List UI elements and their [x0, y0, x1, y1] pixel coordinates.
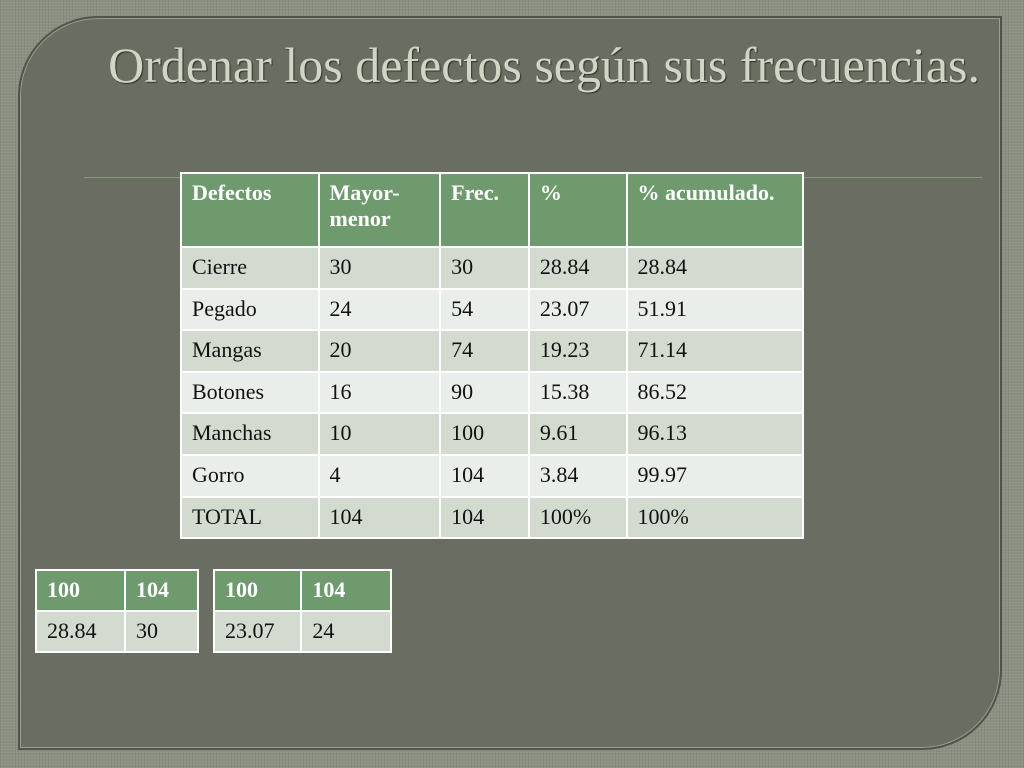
table-row: Manchas 10 100 9.61 96.13 — [180, 412, 805, 456]
table-row: 28.84 30 — [35, 610, 199, 653]
proportion-table-1: 100 104 28.84 30 — [35, 569, 199, 653]
table-row: Pegado 24 54 23.07 51.91 — [180, 287, 805, 332]
table-header-row: Defectos Mayor-menor Frec. % % acumulado… — [180, 172, 805, 248]
cell-percent-acumulado: 100% — [625, 495, 805, 540]
header-frec: Frec. — [439, 172, 530, 248]
cell-percent: 9.61 — [527, 412, 628, 456]
table-row: Mangas 20 74 19.23 71.14 — [180, 329, 805, 373]
cell-percent-acumulado: 99.97 — [625, 453, 805, 498]
cell-mayor-menor: 30 — [317, 246, 442, 290]
table-cell: 30 — [124, 610, 199, 653]
cell-percent-acumulado: 28.84 — [625, 246, 805, 290]
cell-defecto: Botones — [180, 370, 320, 415]
header-cell: 100 — [212, 569, 303, 612]
header-percent-acumulado: % acumulado. — [625, 172, 805, 248]
cell-percent-acumulado: 51.91 — [625, 287, 805, 332]
cell-defecto: Pegado — [180, 287, 320, 332]
cell-percent: 28.84 — [527, 246, 628, 290]
cell-mayor-menor: 10 — [317, 412, 442, 456]
cell-frec: 104 — [439, 495, 530, 540]
table-row: Botones 16 90 15.38 86.52 — [180, 370, 805, 415]
header-mayor-menor: Mayor-menor — [317, 172, 442, 248]
slide-title: Ordenar los defectos según sus frecuenci… — [108, 37, 980, 93]
table-cell: 28.84 — [35, 610, 126, 653]
cell-defecto: Manchas — [180, 412, 320, 456]
cell-frec: 74 — [439, 329, 530, 373]
cell-frec: 100 — [439, 412, 530, 456]
cell-mayor-menor: 16 — [317, 370, 442, 415]
cell-percent: 3.84 — [527, 453, 628, 498]
cell-frec: 104 — [439, 453, 530, 498]
cell-percent: 19.23 — [527, 329, 628, 373]
cell-mayor-menor: 20 — [317, 329, 442, 373]
header-defectos: Defectos — [180, 172, 320, 248]
defects-frequency-table: Defectos Mayor-menor Frec. % % acumulado… — [180, 172, 805, 540]
table-cell: 24 — [300, 610, 392, 653]
cell-frec: 54 — [439, 287, 530, 332]
table-header-row: 100 104 — [35, 569, 199, 612]
cell-percent: 15.38 — [527, 370, 628, 415]
header-cell: 100 — [35, 569, 126, 612]
cell-mayor-menor: 24 — [317, 287, 442, 332]
cell-defecto: TOTAL — [180, 495, 320, 540]
cell-frec: 30 — [439, 246, 530, 290]
cell-mayor-menor: 4 — [317, 453, 442, 498]
table-row: Cierre 30 30 28.84 28.84 — [180, 246, 805, 290]
table-header-row: 100 104 — [212, 569, 392, 612]
table-cell: 23.07 — [212, 610, 303, 653]
cell-defecto: Gorro — [180, 453, 320, 498]
table-row: 23.07 24 — [212, 610, 392, 653]
header-percent: % — [527, 172, 628, 248]
cell-frec: 90 — [439, 370, 530, 415]
cell-percent: 100% — [527, 495, 628, 540]
proportion-table-2: 100 104 23.07 24 — [212, 569, 392, 653]
table-row-total: TOTAL 104 104 100% 100% — [180, 495, 805, 540]
cell-percent-acumulado: 86.52 — [625, 370, 805, 415]
header-cell: 104 — [124, 569, 199, 612]
cell-percent-acumulado: 71.14 — [625, 329, 805, 373]
cell-percent-acumulado: 96.13 — [625, 412, 805, 456]
header-cell: 104 — [300, 569, 392, 612]
table-row: Gorro 4 104 3.84 99.97 — [180, 453, 805, 498]
cell-percent: 23.07 — [527, 287, 628, 332]
cell-defecto: Cierre — [180, 246, 320, 290]
cell-mayor-menor: 104 — [317, 495, 442, 540]
cell-defecto: Mangas — [180, 329, 320, 373]
